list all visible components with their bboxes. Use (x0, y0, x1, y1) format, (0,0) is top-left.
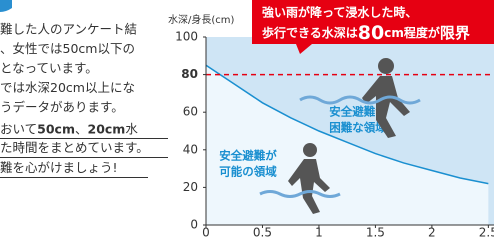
y-tick-label: 100 (175, 30, 198, 44)
corner-deco (0, 0, 12, 12)
callout-text: 歩行できる水深は (262, 25, 358, 40)
emphasis-part: 水 (125, 121, 138, 136)
emphasis-part: 、 (75, 121, 88, 136)
body-line: 難した人のアンケート結 (0, 22, 137, 37)
y-tick-label: 40 (183, 142, 198, 156)
body-line: 難を心がけましょう! (0, 160, 118, 175)
plot: 02040608010000.511.522.5水深/身長(cm)安全避難が困難… (168, 13, 494, 240)
left-text: 難した人のアンケート結、女性では50cm以下のとなっています。では水深20cm以… (0, 22, 168, 178)
emphasis-line: おいて50cm、20cm水 (0, 121, 138, 136)
callout-number: 80 (358, 22, 384, 44)
body-line: うデータがあります。 (0, 100, 124, 115)
emphasis-part: 50cm (37, 121, 75, 136)
region-label: 可能の領域 (219, 165, 277, 179)
y-tick-label: 60 (183, 105, 198, 119)
emphasis-part: おいて (0, 121, 37, 136)
y-tick-label: 20 (183, 180, 198, 194)
page: 02040608010000.511.522.5水深/身長(cm)安全避難が困難… (0, 0, 494, 240)
x-tick-label: 2.5 (479, 226, 494, 240)
callout-line1: 強い雨が降って浸水した時、 (262, 5, 417, 20)
body-line: た時間をまとめています。 (0, 140, 149, 155)
y-axis-label: 水深/身長(cm) (168, 13, 235, 26)
callout-emphasis: 限界 (440, 24, 470, 42)
y-tick-label: 80 (181, 67, 198, 81)
body-line: となっています。 (0, 61, 98, 76)
y-tick-label: 0 (190, 218, 198, 232)
emphasis-part: 20cm (88, 121, 126, 136)
region-label: 安全避難が (219, 149, 277, 163)
body-line: では水深20cm以上にな (0, 80, 135, 95)
callout-text: cm程度が (384, 25, 440, 40)
body-line: 、女性では50cm以下の (0, 41, 135, 56)
